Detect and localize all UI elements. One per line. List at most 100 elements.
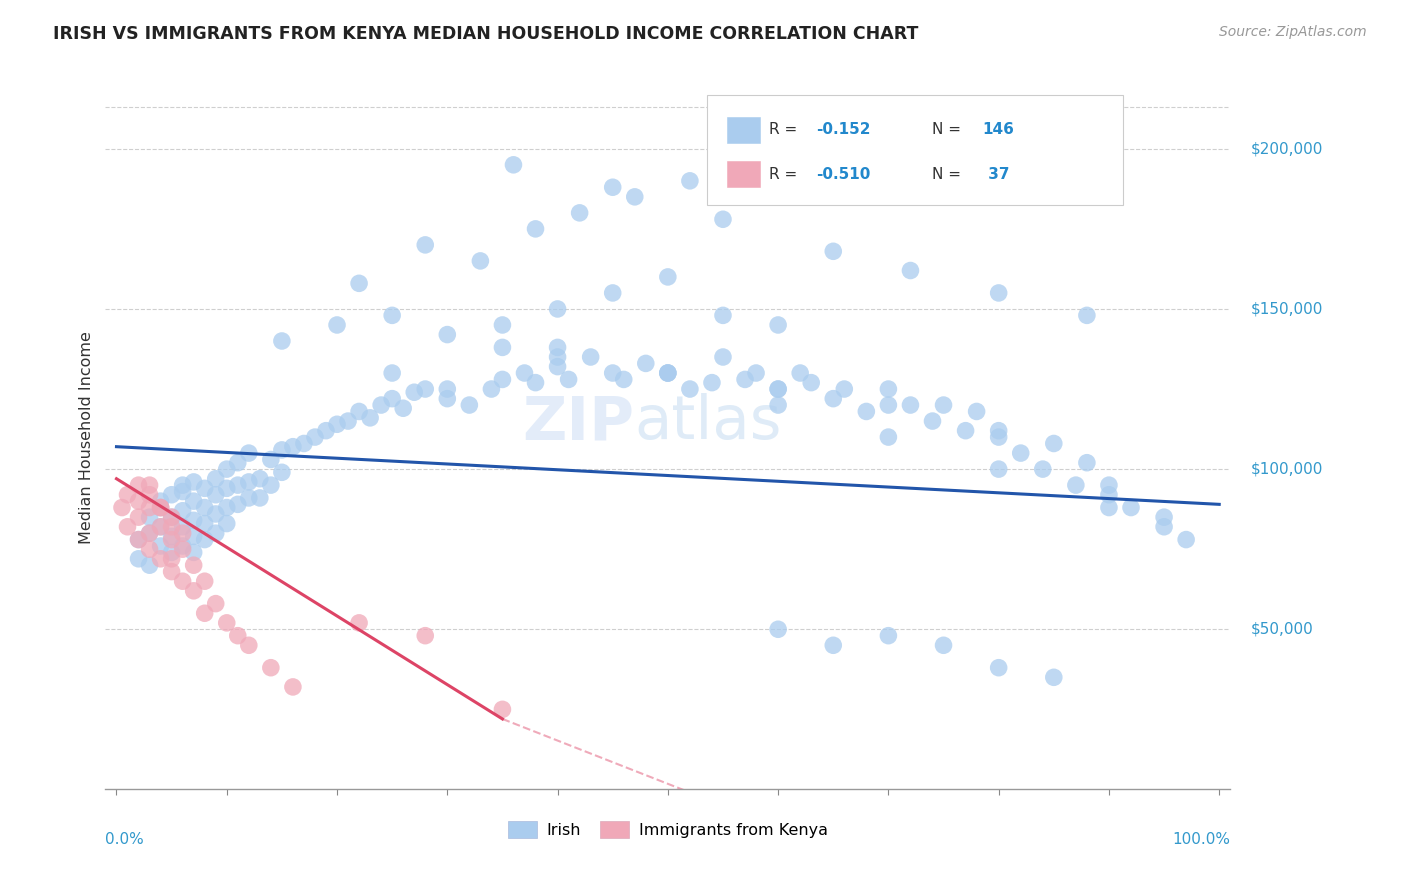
- Point: [215, 481, 238, 495]
- Point: [160, 529, 183, 543]
- Point: [315, 424, 337, 438]
- Point: [270, 466, 292, 480]
- Point: [711, 350, 734, 364]
- Point: [138, 542, 160, 557]
- Point: [194, 500, 217, 515]
- Point: [877, 382, 900, 396]
- Point: [215, 516, 238, 531]
- Point: [547, 340, 569, 354]
- Point: [172, 574, 194, 589]
- Y-axis label: Median Household Income: Median Household Income: [79, 331, 94, 543]
- Point: [359, 410, 381, 425]
- Point: [183, 583, 205, 598]
- Point: [1076, 456, 1098, 470]
- Point: [679, 382, 702, 396]
- Point: [766, 622, 789, 636]
- Point: [128, 494, 150, 508]
- Point: [347, 615, 370, 630]
- Text: $150,000: $150,000: [1250, 301, 1323, 317]
- Point: [128, 533, 150, 547]
- Point: [238, 446, 260, 460]
- Point: [458, 398, 481, 412]
- Point: [117, 520, 139, 534]
- Point: [160, 565, 183, 579]
- Point: [955, 424, 977, 438]
- Point: [226, 497, 249, 511]
- Point: [832, 382, 855, 396]
- Point: [855, 404, 877, 418]
- Point: [160, 520, 183, 534]
- Point: [292, 436, 315, 450]
- Point: [392, 401, 415, 416]
- Text: N =: N =: [932, 167, 966, 182]
- Point: [149, 494, 172, 508]
- Point: [149, 520, 172, 534]
- Text: $50,000: $50,000: [1250, 622, 1313, 637]
- Point: [657, 269, 679, 284]
- Point: [149, 551, 172, 566]
- Point: [238, 491, 260, 505]
- Text: 100.0%: 100.0%: [1173, 831, 1230, 847]
- Point: [117, 488, 139, 502]
- Point: [204, 472, 226, 486]
- Point: [766, 398, 789, 412]
- Point: [172, 539, 194, 553]
- Point: [381, 309, 404, 323]
- Point: [547, 301, 569, 316]
- Point: [138, 526, 160, 541]
- Point: [491, 702, 513, 716]
- Point: [194, 481, 217, 495]
- Point: [579, 350, 602, 364]
- Point: [347, 277, 370, 291]
- Point: [789, 366, 811, 380]
- Point: [249, 491, 271, 505]
- Point: [215, 500, 238, 515]
- Text: -0.152: -0.152: [817, 122, 870, 137]
- Point: [524, 376, 547, 390]
- Point: [1010, 446, 1032, 460]
- Point: [987, 462, 1010, 476]
- Point: [172, 526, 194, 541]
- Point: [183, 475, 205, 489]
- Point: [413, 629, 436, 643]
- Point: [160, 510, 183, 524]
- Point: [1098, 478, 1121, 492]
- Point: [823, 244, 845, 259]
- Point: [160, 488, 183, 502]
- Point: [194, 516, 217, 531]
- Text: 37: 37: [983, 167, 1010, 182]
- Point: [436, 327, 458, 342]
- Point: [138, 526, 160, 541]
- Point: [987, 661, 1010, 675]
- Point: [745, 366, 768, 380]
- Point: [987, 285, 1010, 300]
- Point: [800, 376, 823, 390]
- Point: [149, 500, 172, 515]
- Point: [513, 366, 536, 380]
- Point: [160, 510, 183, 524]
- Point: [602, 285, 624, 300]
- Point: [281, 680, 304, 694]
- Point: [987, 424, 1010, 438]
- Point: [436, 382, 458, 396]
- Point: [172, 478, 194, 492]
- Point: [183, 513, 205, 527]
- Point: [404, 385, 426, 400]
- Text: N =: N =: [932, 122, 966, 137]
- Point: [491, 340, 513, 354]
- Text: R =: R =: [769, 167, 803, 182]
- Point: [128, 533, 150, 547]
- Point: [1043, 670, 1066, 684]
- Point: [337, 414, 360, 428]
- Point: [568, 206, 591, 220]
- Point: [711, 309, 734, 323]
- FancyBboxPatch shape: [727, 117, 761, 143]
- Point: [111, 500, 134, 515]
- Point: [172, 484, 194, 499]
- Legend: Irish, Immigrants from Kenya: Irish, Immigrants from Kenya: [502, 814, 834, 845]
- Point: [1153, 520, 1175, 534]
- Point: [679, 174, 702, 188]
- Point: [226, 456, 249, 470]
- Point: [128, 478, 150, 492]
- Point: [204, 597, 226, 611]
